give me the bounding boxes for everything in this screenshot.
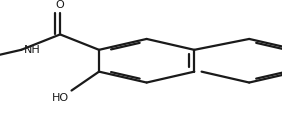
Text: HO: HO — [52, 93, 69, 103]
Text: NH: NH — [24, 45, 41, 55]
Text: O: O — [56, 0, 65, 10]
